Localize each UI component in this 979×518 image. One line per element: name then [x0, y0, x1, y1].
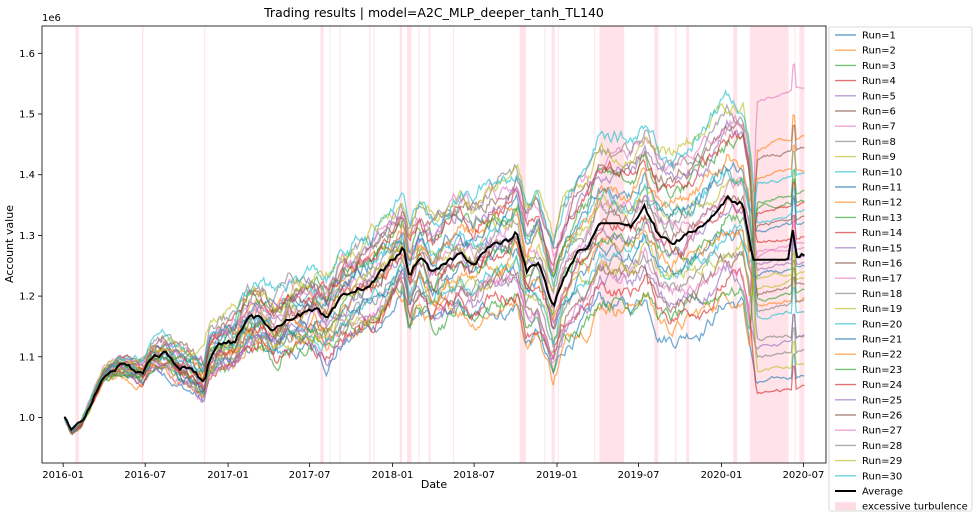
- legend-label-run-12: Run=12: [862, 198, 902, 209]
- legend-label-run-24: Run=24: [862, 380, 902, 391]
- x-tick-label-4: 2017-07: [289, 470, 331, 481]
- legend-label-run-7: Run=7: [862, 122, 896, 133]
- legend-label-turbulence: excessive turbulence: [862, 502, 968, 513]
- turbulence-span-2: [142, 26, 144, 463]
- y-axis-title: Account value: [3, 205, 16, 283]
- x-tick-label-2: 2016-07: [124, 470, 166, 481]
- run-line-23: [63, 132, 805, 433]
- plot-frame: [41, 25, 827, 464]
- turbulence-span-23: [733, 26, 738, 463]
- run-line-16: [63, 193, 805, 434]
- legend-label-run-25: Run=25: [862, 395, 902, 406]
- turbulence-span-5: [329, 26, 331, 463]
- legend-label-run-28: Run=28: [862, 441, 902, 452]
- legend-swatch-turbulence: [835, 502, 856, 511]
- turbulence-span-11: [418, 26, 420, 463]
- average-series: [63, 194, 805, 432]
- turbulence-span-1: [75, 26, 79, 463]
- x-tick-label-5: 2018-01: [372, 470, 414, 481]
- legend-label-run-15: Run=15: [862, 243, 902, 254]
- turbulence-span-12: [428, 26, 431, 463]
- turbulence-spans: [75, 26, 805, 463]
- y-tick-label-4: 1.3: [19, 231, 35, 242]
- legend-label-run-4: Run=4: [862, 76, 896, 87]
- turbulence-span-7: [369, 26, 371, 463]
- legend-label-run-17: Run=17: [862, 274, 902, 285]
- x-tick-label-6: 2018-07: [453, 470, 495, 481]
- y-tick-label-3: 1.2: [19, 292, 35, 303]
- average-line: [63, 194, 805, 432]
- legend-label-run-20: Run=20: [862, 319, 902, 330]
- run-line-30: [63, 89, 805, 433]
- legend-label-run-6: Run=6: [862, 107, 896, 118]
- turbulence-span-4: [320, 26, 324, 463]
- turbulence-span-13: [452, 26, 454, 463]
- legend-label-average: Average: [862, 487, 903, 498]
- legend-label-run-9: Run=9: [862, 152, 896, 163]
- legend-label-run-23: Run=23: [862, 365, 902, 376]
- run-series: [63, 63, 805, 436]
- run-line-21: [63, 161, 805, 432]
- legend-label-run-10: Run=10: [862, 167, 902, 178]
- x-tick-label-8: 2019-07: [618, 470, 660, 481]
- legend-label-run-3: Run=3: [862, 61, 896, 72]
- turbulence-span-19: [599, 26, 625, 463]
- legend-label-run-30: Run=30: [862, 471, 902, 482]
- legend-label-run-5: Run=5: [862, 91, 896, 102]
- x-tick-label-10: 2020-07: [783, 470, 825, 481]
- run-line-24: [63, 129, 805, 434]
- turbulence-span-10: [406, 26, 412, 463]
- turbulence-span-21: [675, 26, 677, 463]
- legend-label-run-2: Run=2: [862, 46, 896, 57]
- y-tick-label-6: 1.5: [19, 110, 35, 121]
- legend-label-run-13: Run=13: [862, 213, 902, 224]
- run-line-18: [63, 167, 805, 434]
- legend-label-run-18: Run=18: [862, 289, 902, 300]
- x-tick-label-9: 2020-01: [701, 470, 743, 481]
- x-tick-label-3: 2017-01: [207, 470, 249, 481]
- legend-frame: [828, 26, 973, 512]
- run-line-7: [63, 63, 805, 434]
- chart-title: Trading results | model=A2C_MLP_deeper_t…: [263, 5, 604, 20]
- y-tick-label-2: 1.1: [19, 352, 35, 363]
- legend-label-run-11: Run=11: [862, 183, 902, 194]
- legend-label-run-14: Run=14: [862, 228, 902, 239]
- turbulence-span-6: [339, 26, 341, 463]
- legend: Run=1 Run=2 Run=3 Run=4 Run=5 Run=6 Run=7 Run=8…: [828, 26, 973, 513]
- legend-label-run-26: Run=26: [862, 411, 902, 422]
- legend-label-run-22: Run=22: [862, 350, 902, 361]
- x-axis-title: Date: [421, 478, 448, 491]
- legend-label-run-16: Run=16: [862, 259, 902, 270]
- turbulence-span-3: [204, 26, 206, 463]
- legend-label-run-21: Run=21: [862, 335, 902, 346]
- y-axis-ticks: 1.0 1.1 1.2 1.3 1.4 1.5 1.6: [19, 49, 42, 424]
- legend-label-run-8: Run=8: [862, 137, 896, 148]
- y-tick-label-1: 1.0: [19, 413, 35, 424]
- x-axis-ticks: 2016-01 2016-07 2017-01 2017-07 2018-01 2018-…: [42, 463, 824, 481]
- x-tick-label-1: 2016-01: [42, 470, 84, 481]
- y-tick-label-5: 1.4: [19, 170, 35, 181]
- legend-label-run-1: Run=1: [862, 31, 896, 42]
- y-offset-label: 1e6: [42, 13, 61, 24]
- x-tick-label-7: 2019-01: [536, 470, 578, 481]
- legend-label-run-27: Run=27: [862, 426, 902, 437]
- turbulence-span-26: [799, 26, 805, 463]
- legend-label-run-29: Run=29: [862, 456, 902, 467]
- run-line-1: [63, 288, 805, 432]
- legend-label-run-19: Run=19: [862, 304, 902, 315]
- y-tick-label-7: 1.6: [19, 49, 35, 60]
